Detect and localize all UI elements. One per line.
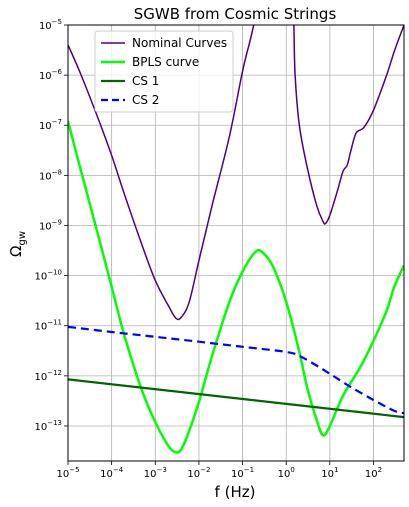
y-axis-label: Ωgw <box>7 231 28 257</box>
x-tick-base: 10 <box>321 469 334 480</box>
plot-frame <box>67 24 405 462</box>
y-tick-label: 10−11 <box>34 319 62 333</box>
x-tick-exponent: −1 <box>244 466 254 474</box>
series-line-cs-2 <box>68 325 404 415</box>
y-tick-label: 10−13 <box>34 419 62 433</box>
x-tick-label: 10−4 <box>100 466 124 480</box>
y-tick-label: 10−6 <box>39 68 63 82</box>
x-tick-exponent: −3 <box>156 466 166 474</box>
y-tick-base: 10 <box>39 221 52 232</box>
x-axis-label: f (Hz) <box>215 483 256 501</box>
x-tick-exponent: 0 <box>290 466 294 474</box>
y-tick-exponent: −10 <box>47 269 62 277</box>
y-tick-base: 10 <box>39 121 52 132</box>
x-tick-label: 101 <box>321 466 338 480</box>
y-tick-base: 10 <box>39 171 52 182</box>
y-tick-exponent: −6 <box>52 68 63 76</box>
y-tick-label: 10−8 <box>39 168 62 182</box>
series-line-cs-1 <box>68 378 404 419</box>
y-axis-label-sub: gw <box>17 231 28 246</box>
x-tick-exponent: 1 <box>334 466 338 474</box>
x-tick-base: 10 <box>187 469 200 480</box>
x-tick-label: 10−5 <box>56 466 79 480</box>
series-line-nominal-curves <box>68 25 255 321</box>
y-tick-label: 10−12 <box>34 369 62 383</box>
legend-label-cs-1: CS 1 <box>132 74 159 88</box>
legend-label-nominal-curves: Nominal Curves <box>132 36 227 50</box>
x-tick-exponent: 2 <box>378 466 382 474</box>
x-tick-base: 10 <box>144 469 157 480</box>
legend-label-cs-2: CS 2 <box>132 93 159 107</box>
x-tick-base: 10 <box>231 469 244 480</box>
x-tick-base: 10 <box>365 469 378 480</box>
y-tick-label: 10−5 <box>39 18 62 32</box>
x-tick-label: 100 <box>278 466 295 480</box>
x-tick-label: 10−3 <box>144 466 167 480</box>
y-tick-exponent: −5 <box>52 18 62 26</box>
y-tick-base: 10 <box>39 71 52 82</box>
axis-ticks: 10−5 10−4 10−3 10−2 10−1 100 101 10210−1310−121… <box>34 18 382 480</box>
legend-box <box>94 30 234 113</box>
x-tick-label: 10−1 <box>231 466 254 480</box>
y-tick-base: 10 <box>34 372 47 383</box>
y-axis-label-main: Ω <box>7 246 25 257</box>
x-tick-label: 102 <box>365 466 382 480</box>
series-layer <box>68 25 404 454</box>
chart-title: SGWB from Cosmic Strings <box>134 5 337 23</box>
series-line-nominal-curves <box>293 25 404 225</box>
y-tick-exponent: −7 <box>52 118 62 126</box>
y-tick-base: 10 <box>34 422 47 433</box>
y-tick-label: 10−10 <box>34 269 62 283</box>
y-tick-exponent: −9 <box>52 218 62 226</box>
x-tick-exponent: −2 <box>200 466 210 474</box>
y-tick-label: 10−7 <box>39 118 62 132</box>
y-tick-exponent: −12 <box>47 369 62 377</box>
x-tick-base: 10 <box>100 469 113 480</box>
legend-label-bpls-curve: BPLS curve <box>132 55 199 69</box>
x-tick-label: 10−2 <box>187 466 210 480</box>
y-tick-exponent: −11 <box>47 319 62 327</box>
y-tick-label: 10−9 <box>39 218 62 232</box>
y-tick-base: 10 <box>34 272 47 283</box>
x-tick-exponent: −5 <box>69 466 79 474</box>
y-tick-exponent: −8 <box>52 168 62 176</box>
x-tick-base: 10 <box>278 469 291 480</box>
y-tick-base: 10 <box>34 322 47 333</box>
x-tick-exponent: −4 <box>113 466 124 474</box>
y-tick-base: 10 <box>39 21 52 32</box>
y-tick-exponent: −13 <box>47 419 62 427</box>
x-tick-base: 10 <box>56 469 69 480</box>
legend: Nominal Curves BPLS curve CS 1 CS 2 <box>94 30 234 113</box>
series-line-bpls-curve <box>68 120 404 454</box>
